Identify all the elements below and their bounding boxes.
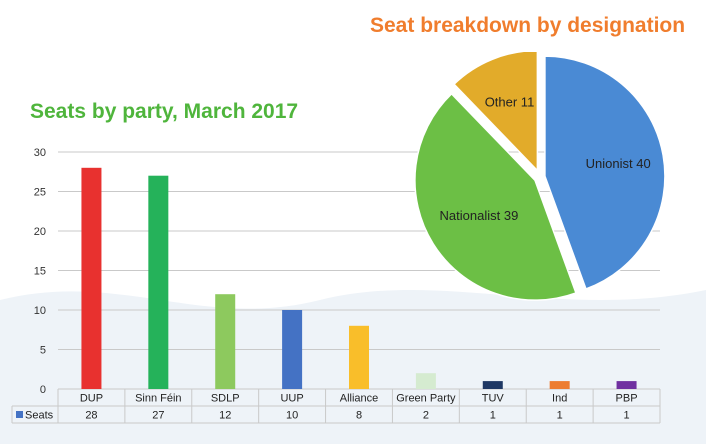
bar-uup: [282, 310, 303, 389]
pie-label-other: Other 11: [485, 95, 535, 110]
x-category-label: SDLP: [211, 393, 240, 405]
pie-slice-nationalist: [414, 92, 577, 301]
y-tick-label: 0: [40, 384, 46, 396]
bar-tuv: [482, 381, 503, 389]
series-name: Seats: [25, 410, 54, 422]
y-tick-label: 25: [34, 187, 46, 199]
table-value: 28: [85, 410, 97, 422]
bar-dup: [81, 167, 102, 389]
x-category-label: Ind: [552, 393, 567, 405]
pie-label-unionist: Unionist 40: [586, 156, 651, 171]
pie-chart: Unionist 40 Nationalist 39 Other 11: [414, 52, 666, 301]
pie-slice-other: [452, 52, 539, 173]
x-category-label: PBP: [616, 393, 638, 405]
x-category-label: Sinn Féin: [135, 393, 181, 405]
y-tick-label: 20: [34, 226, 46, 238]
bar-ind: [549, 381, 570, 389]
series-legend-key: [16, 411, 23, 418]
y-tick-label: 5: [40, 345, 46, 357]
x-category-label: DUP: [80, 393, 103, 405]
bar-sinn-f-in: [148, 175, 169, 389]
x-category-label: TUV: [482, 393, 505, 405]
y-tick-label: 30: [34, 147, 46, 159]
table-value: 1: [623, 410, 629, 422]
bar-chart: 0 5 10 15 20 25 30 DUP Sinn Féin SDLP UUP Alliance G…: [11, 147, 661, 424]
table-value: 1: [490, 410, 496, 422]
table-value: 2: [423, 410, 429, 422]
table-value: 27: [152, 410, 164, 422]
x-category-label: Alliance: [340, 393, 379, 405]
bar-chart-title: Seats by party, March 2017: [30, 100, 299, 123]
pie-label-nationalist: Nationalist 39: [440, 208, 519, 223]
y-tick-label: 10: [34, 305, 46, 317]
y-tick-label: 15: [34, 266, 46, 278]
pie-slice-unionist: [544, 55, 666, 290]
bar-pbp: [616, 381, 637, 389]
table-value: 12: [219, 410, 231, 422]
table-value: 1: [557, 410, 563, 422]
bar-alliance: [349, 325, 369, 389]
pie-chart-title: Seat breakdown by designation: [370, 14, 686, 37]
bar-sdlp: [215, 294, 236, 389]
bar-green-party: [415, 373, 436, 389]
x-category-label: Green Party: [396, 393, 456, 405]
table-value: 10: [286, 410, 298, 422]
x-category-label: UUP: [280, 393, 303, 405]
table-value: 8: [356, 410, 362, 422]
